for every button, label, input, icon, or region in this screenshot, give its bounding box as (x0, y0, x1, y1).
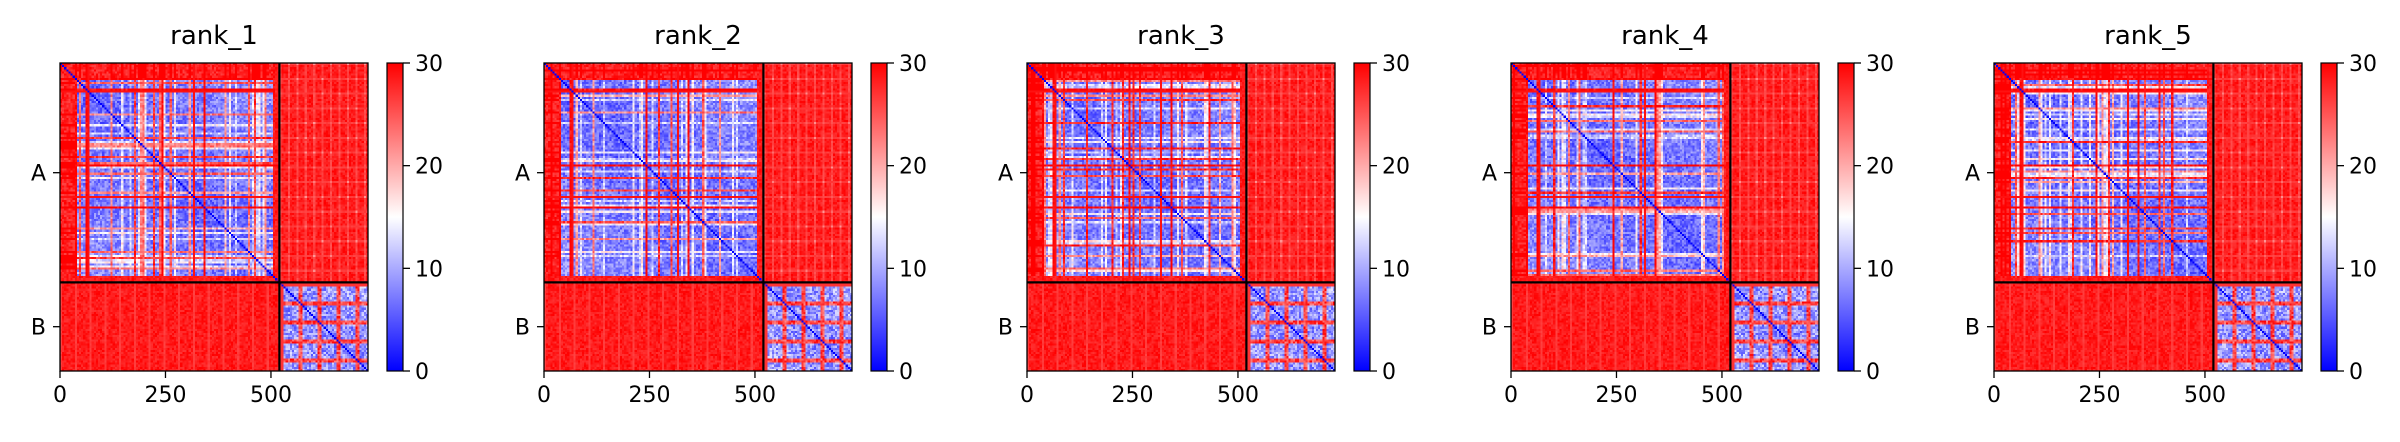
panel-title: rank_4 (1621, 21, 1709, 51)
heatmap-panel-5: rank_5 0 250 500 A B 0 10 20 30 (1965, 21, 2377, 408)
x-tick-label: 0 (53, 383, 67, 408)
axes-frame (543, 62, 853, 372)
colorbar-tick-label: 10 (2349, 257, 2377, 282)
colorbar-tick-label: 30 (2349, 52, 2377, 77)
colorbar (386, 62, 404, 372)
panel-title: rank_2 (654, 21, 742, 51)
panel-title: rank_3 (1137, 21, 1225, 51)
heatmap-image-3 (1027, 63, 1335, 371)
x-tick-label: 250 (1111, 383, 1153, 408)
x-tick-label: 0 (1987, 383, 2001, 408)
y-tick-label: A (998, 162, 1013, 187)
x-tick-label: 250 (1595, 383, 1637, 408)
y-tick-label: B (1482, 316, 1497, 341)
heatmap-panel-3: rank_3 0 250 500 A B 0 10 20 30 (998, 21, 1410, 408)
x-tick-label: 0 (1020, 383, 1034, 408)
heatmap-panel-2: rank_2 0 250 500 A B 0 10 20 30 (515, 21, 927, 408)
y-tick-label: B (1965, 316, 1980, 341)
y-tick-label: B (31, 316, 46, 341)
x-tick-label: 500 (734, 383, 776, 408)
colorbar-tick-label: 30 (415, 52, 443, 77)
y-tick-label: A (1482, 162, 1497, 187)
x-tick-label: 250 (628, 383, 670, 408)
panel-title: rank_1 (170, 21, 258, 51)
colorbar-tick-label: 10 (899, 257, 927, 282)
colorbar (2320, 62, 2338, 372)
colorbar-tick-label: 20 (1866, 155, 1894, 180)
colorbar (1353, 62, 1371, 372)
colorbar-tick-label: 30 (1382, 52, 1410, 77)
colorbar (870, 62, 888, 372)
colorbar-tick-label: 20 (1382, 155, 1410, 180)
colorbar-tick-label: 0 (899, 360, 913, 385)
colorbar-tick-label: 0 (1866, 360, 1880, 385)
x-tick-label: 0 (537, 383, 551, 408)
colorbar-tick-label: 20 (899, 155, 927, 180)
y-tick-label: A (1965, 162, 1980, 187)
heatmap-image-2 (544, 63, 852, 371)
axes-frame (1026, 62, 1336, 372)
colorbar-tick-label: 10 (1866, 257, 1894, 282)
colorbar (1837, 62, 1855, 372)
x-tick-label: 500 (1701, 383, 1743, 408)
x-tick-label: 500 (1217, 383, 1259, 408)
colorbar-tick-label: 0 (2349, 360, 2363, 385)
heatmap-image-4 (1511, 63, 1819, 371)
axes-frame (1993, 62, 2303, 372)
x-tick-label: 500 (250, 383, 292, 408)
x-tick-label: 250 (144, 383, 186, 408)
colorbar-tick-label: 10 (1382, 257, 1410, 282)
x-tick-label: 0 (1504, 383, 1518, 408)
heatmap-panel-4: rank_4 0 250 500 A B 0 10 20 30 (1482, 21, 1894, 408)
x-tick-label: 250 (2078, 383, 2120, 408)
colorbar-tick-label: 30 (1866, 52, 1894, 77)
colorbar-tick-label: 0 (415, 360, 429, 385)
heatmap-panel-1: rank_1 0 250 500 A B 0 10 20 30 (31, 21, 443, 408)
x-tick-label: 500 (2184, 383, 2226, 408)
y-tick-label: B (998, 316, 1013, 341)
colorbar-tick-label: 10 (415, 257, 443, 282)
colorbar-tick-label: 30 (899, 52, 927, 77)
heatmap-image-5 (1994, 63, 2302, 371)
y-tick-label: A (31, 162, 46, 187)
y-tick-label: B (515, 316, 530, 341)
axes-frame (1510, 62, 1820, 372)
colorbar-tick-label: 20 (2349, 155, 2377, 180)
heatmap-image-1 (60, 63, 368, 371)
axes-frame (59, 62, 369, 372)
panel-title: rank_5 (2104, 21, 2192, 51)
colorbar-tick-label: 20 (415, 155, 443, 180)
colorbar-tick-label: 0 (1382, 360, 1396, 385)
y-tick-label: A (515, 162, 530, 187)
